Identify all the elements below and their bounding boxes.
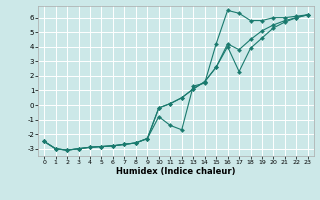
X-axis label: Humidex (Indice chaleur): Humidex (Indice chaleur): [116, 167, 236, 176]
